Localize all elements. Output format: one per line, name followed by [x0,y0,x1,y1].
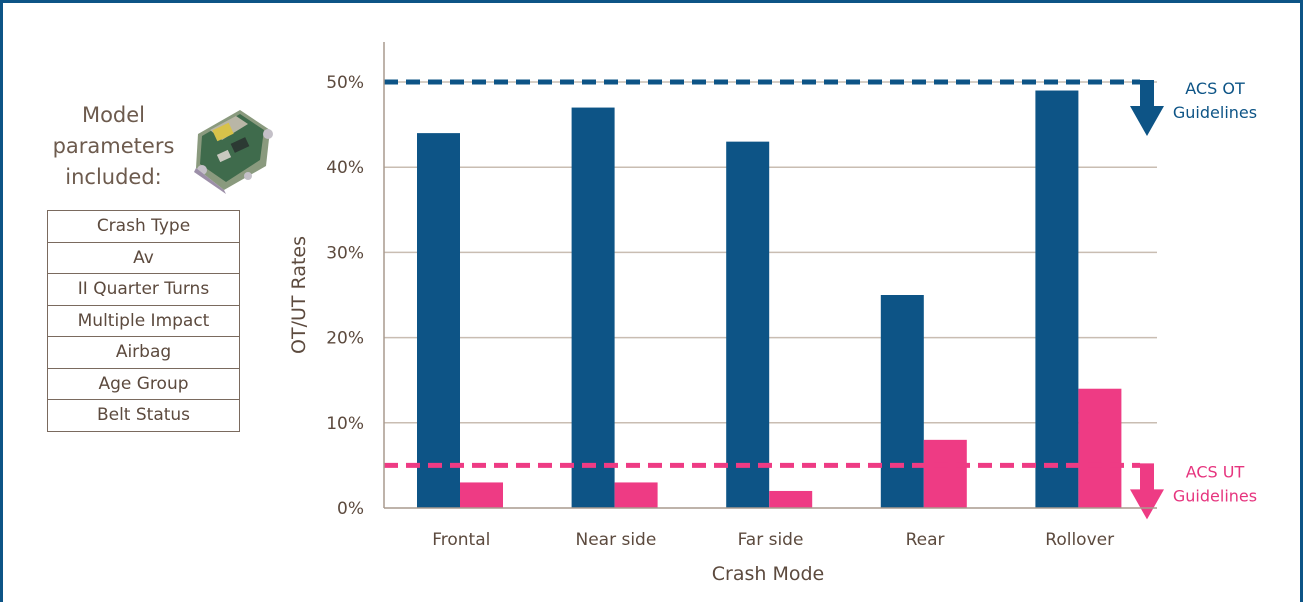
ot-guideline-label: ACS OT Guidelines [1173,79,1257,122]
ot-bar [726,141,770,508]
x-tick-label: Near side [575,530,656,550]
parameters-table: Crash Type Av II Quarter Turns Multiple … [47,210,240,432]
y-tick-label: 40% [326,158,364,178]
ut-bar [923,439,967,508]
ut-guideline-label: ACS UT Guidelines [1173,462,1257,505]
ut-bar [614,482,658,508]
y-tick-label: 30% [326,243,364,263]
table-row: Crash Type [47,210,240,243]
tick-labels: 0% 10% 20% 30% 40% 50% Frontal Near side Far sid… [326,73,1114,550]
parameters-title: Model parameters included: [46,100,181,193]
y-tick-label: 20% [326,329,364,349]
ut-bar [460,482,503,508]
parameters-title-line: Model [81,103,146,127]
parameter-cell: Crash Type [47,210,240,243]
bars [417,90,1122,509]
x-tick-label: Frontal [432,530,490,550]
parameter-cell: Age Group [47,367,240,400]
axes [383,42,1157,509]
y-tick-label: 0% [337,499,364,519]
ot-bar [571,107,615,508]
ot-bar [880,295,924,508]
parameter-cell: Multiple Impact [47,304,240,337]
down-arrow-icon [1130,463,1164,520]
y-axis-title: OT/UT Rates [288,236,310,354]
parameters-title-line: included: [65,165,162,189]
ot-bar [417,133,460,508]
parameter-cell: II Quarter Turns [47,273,240,306]
y-tick-label: 50% [326,73,364,93]
model-parameters-panel: Model parameters included: Crash Type Av… [0,0,290,602]
x-tick-label: Rear [906,530,945,550]
parameter-cell: Belt Status [47,399,240,432]
y-tick-label: 10% [326,414,364,434]
ut-bar [1078,388,1122,508]
ot-bar [1035,90,1079,509]
x-tick-label: Far side [738,530,804,550]
x-tick-label: Rollover [1045,530,1114,550]
x-axis-title: Crash Mode [712,563,824,585]
down-arrow-icon [1130,80,1164,136]
table-row: Multiple Impact [47,304,240,337]
table-row: II Quarter Turns [47,273,240,306]
reference-lines: ACS OT Guidelines ACS UT Guidelines [384,79,1257,520]
airbag-control-module-icon [194,110,273,194]
table-row: Age Group [47,367,240,400]
parameters-title-line: parameters [52,134,175,158]
ut-bar [769,490,813,508]
table-row: Belt Status [47,399,240,432]
